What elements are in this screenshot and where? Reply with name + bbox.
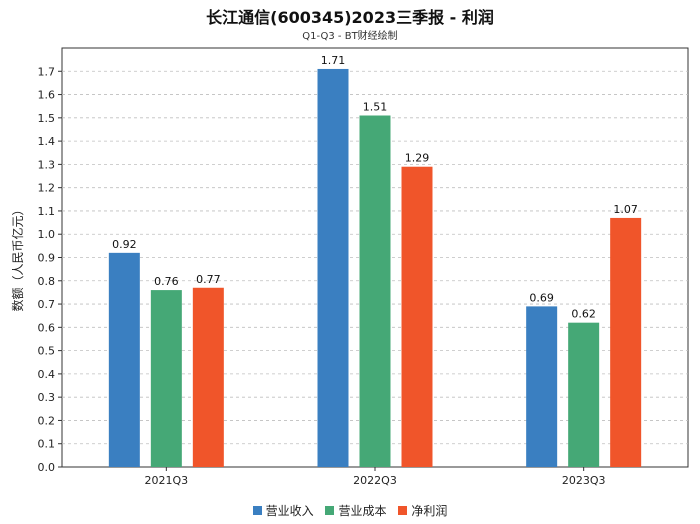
bar: [108, 252, 140, 467]
y-tick-label: 0.2: [38, 414, 56, 427]
y-tick-label: 1.2: [38, 182, 56, 195]
y-tick-label: 1.6: [38, 89, 56, 102]
y-tick-label: 1.4: [38, 135, 56, 148]
x-tick-label: 2023Q3: [562, 474, 606, 487]
bar: [192, 287, 224, 467]
data-label: 1.71: [321, 54, 346, 67]
y-tick-label: 0.5: [38, 345, 56, 358]
legend-label-revenue: 营业收入: [265, 504, 314, 518]
y-tick-label: 0.9: [38, 252, 56, 265]
data-label: 0.62: [571, 308, 596, 321]
y-tick-label: 1.1: [38, 205, 56, 218]
legend-swatch-revenue: [252, 506, 262, 515]
bar: [317, 68, 349, 467]
y-tick-label: 1.5: [38, 112, 56, 125]
y-axis-label: 数额（人民币亿元）: [10, 203, 25, 311]
legend: 营业收入 营业成本 净利润: [0, 502, 700, 519]
data-label: 0.69: [529, 291, 554, 304]
bar: [401, 166, 433, 467]
legend-label-cost: 营业成本: [338, 504, 387, 518]
data-label: 1.07: [613, 203, 638, 216]
y-tick-label: 0.1: [38, 438, 56, 451]
x-tick-label: 2022Q3: [353, 474, 397, 487]
y-tick-label: 0.4: [38, 368, 56, 381]
y-tick-label: 0.6: [38, 321, 56, 334]
y-tick-label: 1.0: [38, 228, 56, 241]
y-tick-label: 0.7: [38, 298, 56, 311]
chart-subtitle: Q1-Q3 - BT财经绘制: [302, 31, 398, 42]
y-tick-label: 1.3: [38, 158, 56, 171]
legend-swatch-net-profit: [398, 506, 408, 515]
data-label: 0.92: [112, 238, 137, 251]
x-tick-label: 2021Q3: [145, 474, 189, 487]
bar: [150, 290, 182, 467]
data-label: 0.77: [196, 273, 221, 286]
legend-item-revenue: 营业收入: [252, 502, 314, 519]
data-label: 0.76: [154, 275, 179, 288]
legend-item-net-profit: 净利润: [398, 502, 447, 519]
bar: [526, 306, 558, 467]
data-label: 1.29: [405, 152, 430, 165]
y-tick-label: 1.7: [38, 65, 56, 78]
y-tick-label: 0.3: [38, 391, 56, 404]
bar: [568, 322, 600, 467]
bar: [610, 217, 642, 467]
legend-label-net-profit: 净利润: [411, 504, 448, 518]
y-tick-label: 0.0: [38, 461, 56, 474]
legend-item-cost: 营业成本: [325, 502, 387, 519]
bar: [359, 115, 391, 467]
chart-title: 长江通信(600345)2023三季报 - 利润: [206, 8, 494, 27]
y-tick-label: 0.8: [38, 275, 56, 288]
data-label: 1.51: [363, 101, 388, 114]
legend-swatch-cost: [325, 506, 335, 515]
